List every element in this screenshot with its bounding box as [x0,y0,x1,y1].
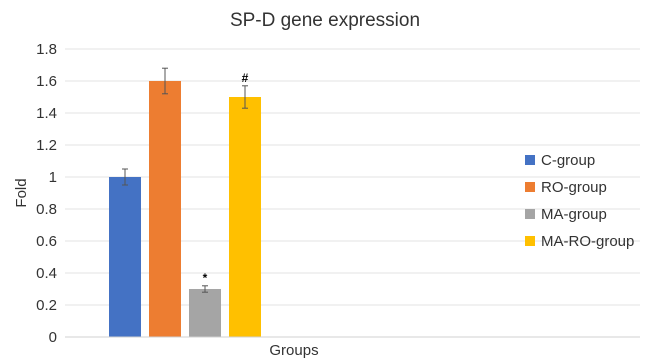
y-tick-label: 1.4 [36,105,57,122]
bar-annotations: *# [203,71,249,285]
error-bar-ma-ro-group [242,85,248,109]
legend-item-ma-ro-group: MA-RO-group [525,233,634,250]
y-axis-label: Fold [13,178,30,207]
y-tick-label: 0 [49,329,57,346]
chart-title: SP-D gene expression [230,10,420,31]
y-tick-label: 0.2 [36,297,57,314]
legend-label: RO-group [541,179,607,196]
legend-swatch [525,236,535,246]
y-tick-label: 1.6 [36,73,57,90]
annotation-ma-group: * [203,271,208,285]
y-axis-ticks: 0 0.2 0.4 0.6 0.8 1 1.2 1.4 1.6 1.8 [36,41,57,346]
error-bar-ro-group [162,67,168,95]
legend-label: C-group [541,152,595,169]
legend-item-ro-group: RO-group [525,179,607,196]
legend-item-ma-group: MA-group [525,206,607,223]
y-tick-label: 1.2 [36,137,57,154]
annotation-ma-ro-group: # [242,71,249,85]
legend-swatch [525,182,535,192]
legend-swatch [525,155,535,165]
bar-ma-ro-group [229,97,261,337]
legend: C-group RO-group MA-group MA-RO-group [525,152,634,250]
y-tick-label: 0.8 [36,201,57,218]
y-tick-label: 0.4 [36,265,57,282]
error-bar-ma-group [202,285,208,293]
y-tick-label: 1 [49,169,57,186]
error-bars [122,67,248,293]
legend-label: MA-RO-group [541,233,634,250]
legend-item-c-group: C-group [525,152,595,169]
y-tick-label: 0.6 [36,233,57,250]
bar-ro-group [149,81,181,337]
bar-c-group [109,177,141,337]
bar-ma-group [189,289,221,337]
legend-label: MA-group [541,206,607,223]
error-bar-c-group [122,168,128,186]
legend-swatch [525,209,535,219]
x-axis-label: Groups [269,342,318,358]
y-tick-label: 1.8 [36,41,57,58]
bars [109,81,261,337]
